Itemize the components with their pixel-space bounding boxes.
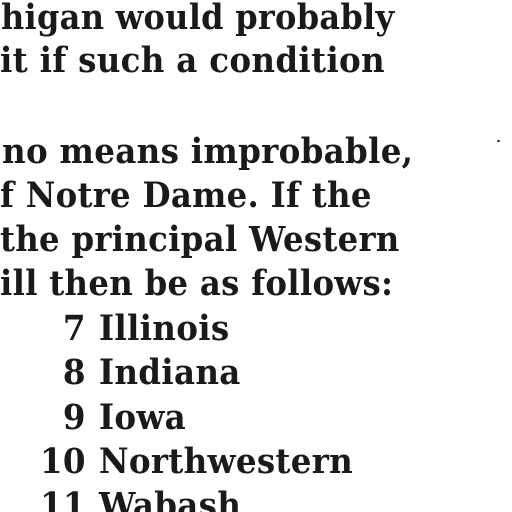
list-item: 8 Indiana (30, 355, 241, 390)
list-item-number: 7 (62, 308, 86, 349)
ink-speck (497, 140, 500, 142)
text-line-3: no means improbable, (2, 131, 414, 172)
list-item-number: 10 (39, 441, 86, 482)
list-item: 9 Iowa (30, 400, 186, 435)
list-item: 11 Wabash (30, 488, 241, 512)
list-item-number: 8 (62, 352, 86, 393)
list-item-name: Illinois (98, 308, 230, 349)
text-line-5: the principal Western (0, 219, 400, 260)
list-item-name: Indiana (98, 352, 241, 393)
list-item-name: Iowa (98, 397, 186, 438)
text-line-1: higan would probably (1, 0, 395, 38)
list-item-name: Wabash (98, 485, 242, 512)
list-item: 10 Northwestern (30, 444, 353, 479)
list-item-number: 11 (39, 485, 86, 512)
list-item-name: Northwestern (98, 441, 354, 482)
list-item-number: 9 (62, 397, 86, 438)
text-line-4: f Notre Dame. If the (0, 175, 372, 216)
text-line-6: ill then be as follows: (0, 263, 394, 304)
list-item: 7 Illinois (30, 311, 229, 346)
text-line-2: it if such a condition (0, 40, 385, 81)
